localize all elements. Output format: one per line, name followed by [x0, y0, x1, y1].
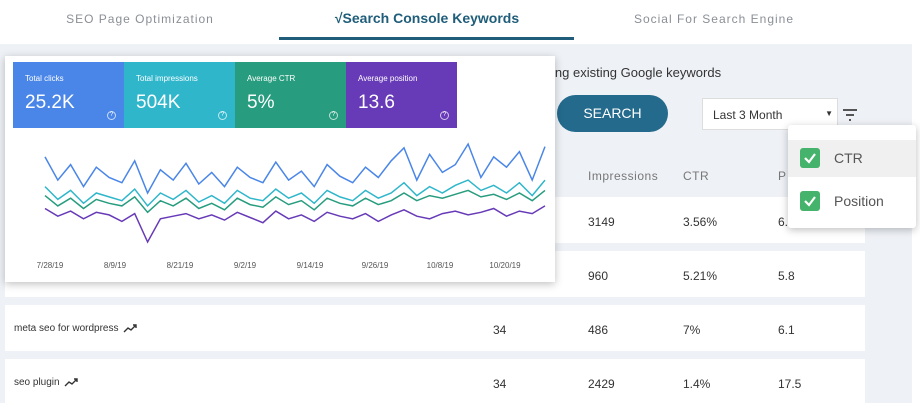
tile-value: 25.2K [25, 92, 75, 113]
x-tick-label: 10/20/19 [489, 261, 521, 270]
menu-item[interactable]: Position [788, 183, 916, 220]
menu-item[interactable]: CTR [788, 140, 916, 177]
tile-label: Average CTR [247, 74, 296, 83]
impressions: 486 [588, 323, 609, 337]
summary-tile[interactable]: Average CTR 5%? [235, 62, 346, 128]
help-icon: ? [107, 111, 116, 120]
impressions: 960 [588, 269, 609, 283]
table-row [5, 359, 865, 403]
keyword[interactable]: seo plugin [14, 377, 60, 388]
series-line [44, 189, 546, 214]
checkbox[interactable] [800, 148, 820, 168]
x-tick-label: 9/14/19 [297, 261, 324, 270]
active-tab-underline [279, 37, 574, 40]
x-tick-label: 7/28/19 [37, 261, 64, 270]
summary-tile[interactable]: Total impressions 504K? [124, 62, 235, 128]
menu-item-label: Position [834, 193, 884, 209]
keyword[interactable]: meta seo for wordpress [14, 323, 119, 334]
tile-value: 504K [136, 92, 181, 113]
column-header: Impressions [588, 169, 659, 183]
summary-tile[interactable]: Total clicks 25.2K? [13, 62, 124, 128]
range-select-text: Last 3 Month [713, 108, 783, 122]
ctr: 7% [683, 323, 701, 337]
ctr: 1.4% [683, 377, 711, 391]
help-icon: ? [218, 111, 227, 120]
intro-text: ing existing Google keywords [552, 65, 722, 80]
select-arrow: ▼ [825, 109, 833, 118]
position: 6. [778, 215, 789, 229]
x-tick-label: 10/8/19 [427, 261, 454, 270]
tile-value: 13.6 [358, 92, 395, 113]
tile-label: Total impressions [136, 74, 198, 83]
chart-card: 7/28/19 8/9/19 8/21/19 9/2/19 9/14/19 9/26/19… [5, 56, 555, 282]
series-line [44, 179, 546, 208]
x-tick-label: 9/26/19 [362, 261, 389, 270]
clicks: 34 [493, 323, 507, 337]
trend-icon [123, 324, 137, 333]
x-tick-label: 8/9/19 [104, 261, 127, 270]
column-header: P [778, 169, 787, 183]
help-icon: ? [329, 111, 338, 120]
x-tick-label: 8/21/19 [167, 261, 194, 270]
tile-label: Average position [358, 74, 418, 83]
tab[interactable]: SEO Page Optimization [66, 12, 214, 26]
filter-icon[interactable] [842, 108, 858, 122]
menu-item-label: CTR [834, 150, 863, 166]
table-row [5, 305, 865, 351]
series-line [44, 205, 546, 244]
summary-tile[interactable]: Average position 13.6? [346, 62, 457, 128]
tab[interactable]: Social For Search Engine [633, 12, 795, 26]
column-menu: CTR Position [788, 125, 916, 228]
position: 6.1 [778, 323, 795, 337]
column-header: CTR [683, 169, 710, 183]
trend-icon [64, 378, 78, 387]
position: 5.8 [778, 269, 795, 283]
tile-value: 5% [247, 92, 275, 113]
impressions: 2429 [588, 377, 615, 391]
tile-label: Total clicks [25, 74, 64, 83]
impressions: 3149 [588, 215, 615, 229]
checkbox[interactable] [800, 191, 820, 211]
series-line [44, 142, 546, 195]
x-tick-label: 9/2/19 [234, 261, 257, 270]
search-button[interactable]: SEARCH [557, 95, 668, 132]
range-select[interactable]: Last 3 Month ▼ [702, 98, 838, 130]
ctr: 3.56% [683, 215, 718, 229]
help-icon: ? [440, 111, 449, 120]
position: 17.5 [778, 377, 802, 391]
tab[interactable]: √Search Console Keywords [334, 10, 520, 26]
chart: 7/28/19 8/9/19 8/21/19 9/2/19 9/14/19 9/26/19… [37, 142, 546, 270]
clicks: 34 [493, 377, 507, 391]
ctr: 5.21% [683, 269, 718, 283]
